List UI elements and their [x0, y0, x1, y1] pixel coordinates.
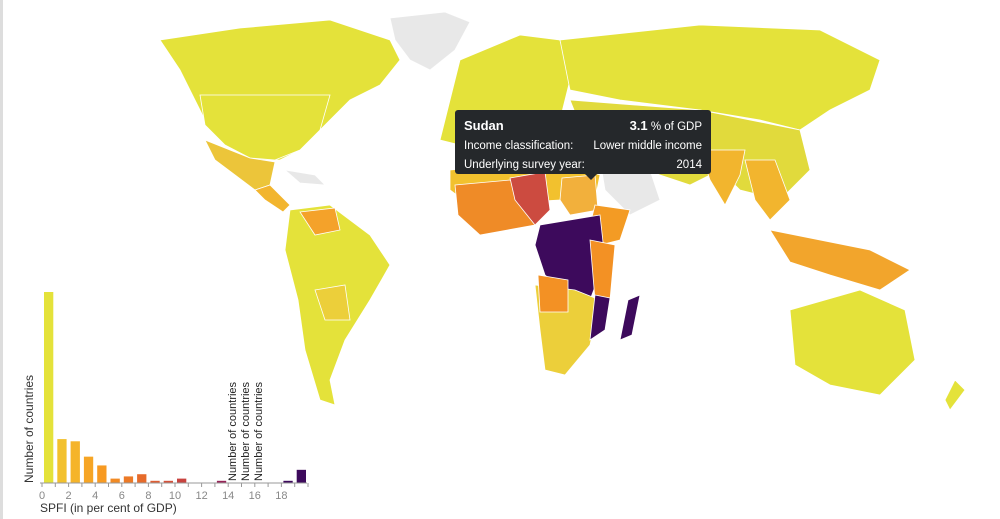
region-central-america[interactable]	[254, 184, 291, 213]
histogram-bar[interactable]	[163, 480, 173, 483]
tooltip-unit: % of GDP	[650, 121, 702, 133]
histogram-bar[interactable]	[296, 469, 306, 483]
country-venezuela[interactable]	[299, 207, 341, 236]
hover-label-2: Number of countries	[240, 381, 252, 481]
tooltip-income-label: Income classification:	[464, 140, 574, 152]
x-tick-label: 0	[39, 490, 45, 502]
x-tick-label: 8	[145, 490, 151, 502]
histogram-bar[interactable]	[110, 478, 120, 483]
x-tick-label: 2	[66, 490, 72, 502]
country-bolivia[interactable]	[314, 284, 351, 321]
x-axis-label: SPFI (in per cent of GDP)	[40, 501, 177, 515]
country-tooltip: Sudan 3.1 % of GDP Income classification…	[455, 110, 711, 180]
histogram-bar[interactable]	[283, 480, 293, 483]
tooltip-year-label: Underlying survey year:	[464, 159, 585, 171]
country-angola[interactable]	[537, 274, 569, 313]
x-tick-label: 4	[92, 490, 98, 502]
x-tick-label: 18	[275, 490, 287, 502]
histogram-bar[interactable]	[44, 292, 54, 483]
x-tick-label: 16	[249, 490, 261, 502]
x-tick-label: 6	[119, 490, 125, 502]
country-usa[interactable]	[199, 94, 331, 161]
tooltip-year-value: 2014	[676, 159, 702, 171]
region-indonesia[interactable]	[769, 229, 911, 291]
country-greenland[interactable]	[389, 11, 471, 71]
histogram-bar[interactable]	[57, 439, 67, 483]
histogram-bar[interactable]	[123, 476, 134, 483]
hover-label-3: Number of countries	[253, 381, 265, 481]
tooltip-country: Sudan	[464, 118, 504, 133]
histogram-bar[interactable]	[150, 480, 160, 483]
country-mozambique[interactable]	[589, 294, 611, 341]
country-madagascar[interactable]	[619, 294, 641, 341]
tooltip-income-value: Lower middle income	[593, 140, 702, 152]
histogram-bar[interactable]	[177, 478, 187, 483]
country-australia[interactable]	[789, 289, 916, 396]
histogram-bar[interactable]	[216, 480, 227, 483]
hover-label-1: Number of countries	[227, 381, 239, 481]
y-axis-label: Number of countries	[22, 375, 36, 483]
histogram-bar[interactable]	[97, 465, 107, 483]
region-southeast-asia[interactable]	[744, 159, 791, 221]
country-new-zealand[interactable]	[944, 379, 966, 411]
histogram-bar[interactable]	[137, 474, 147, 483]
region-russia-asia[interactable]	[559, 24, 881, 131]
histogram-bar[interactable]	[70, 441, 80, 483]
histogram-legend[interactable]: 0 2 4 6 8 10 12 14 16 18 Number of countries SPFI…	[0, 280, 320, 519]
region-caribbean[interactable]	[283, 169, 327, 186]
country-sudan[interactable]	[559, 174, 599, 216]
histogram-bar[interactable]	[83, 456, 94, 483]
page-edge	[0, 0, 3, 519]
country-india[interactable]	[699, 149, 746, 206]
x-tick-label: 10	[169, 490, 181, 502]
tooltip-value: 3.1	[629, 118, 648, 133]
x-tick-label: 12	[195, 490, 207, 502]
x-tick-label: 14	[222, 490, 234, 502]
